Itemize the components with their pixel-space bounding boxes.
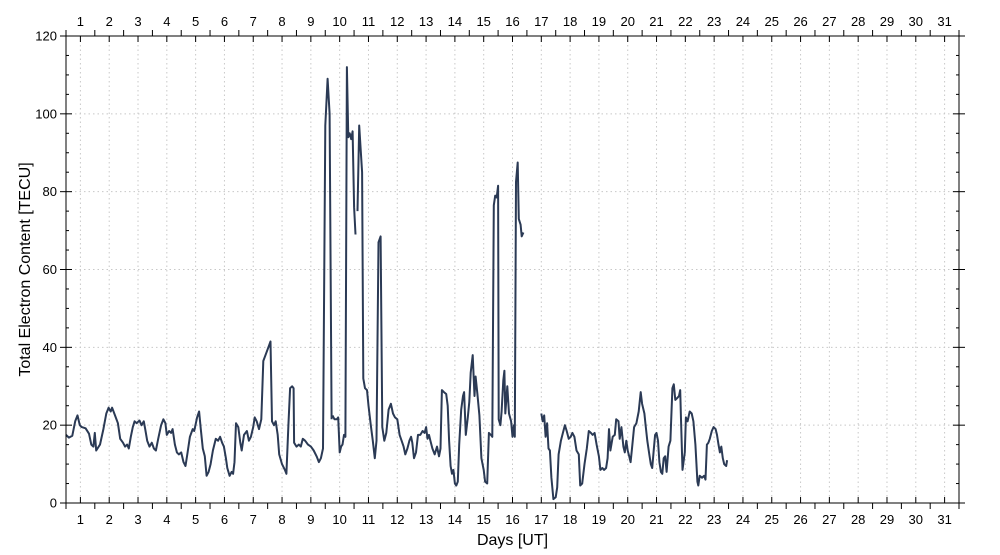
x-tick-label-bottom: 16 — [505, 512, 519, 527]
x-tick-label-bottom: 31 — [937, 512, 951, 527]
x-tick-label-top: 7 — [250, 14, 257, 29]
x-tick-label-bottom: 21 — [649, 512, 663, 527]
x-tick-label-bottom: 23 — [707, 512, 721, 527]
tec-line-segment — [540, 383, 729, 501]
x-tick-label-top: 21 — [649, 14, 663, 29]
x-tick-label-bottom: 24 — [736, 512, 750, 527]
x-tick-label-bottom: 6 — [221, 512, 228, 527]
x-tick-label-bottom: 15 — [476, 512, 490, 527]
x-tick-label-bottom: 7 — [250, 512, 257, 527]
x-tick-label-bottom: 25 — [765, 512, 779, 527]
x-tick-label-bottom: 28 — [851, 512, 865, 527]
y-tick-label: 20 — [43, 418, 57, 433]
y-tick-label: 100 — [35, 106, 57, 121]
x-tick-label-top: 17 — [534, 14, 548, 29]
x-tick-label-top: 6 — [221, 14, 228, 29]
x-tick-label-bottom: 9 — [307, 512, 314, 527]
x-tick-label-top: 10 — [332, 14, 346, 29]
x-tick-label-top: 22 — [678, 14, 692, 29]
x-tick-label-bottom: 27 — [822, 512, 836, 527]
x-tick-label-top: 28 — [851, 14, 865, 29]
y-tick-label: 0 — [50, 496, 57, 511]
x-tick-label-top: 11 — [362, 14, 376, 29]
x-tick-label-top: 16 — [505, 14, 519, 29]
x-tick-label-top: 4 — [163, 14, 170, 29]
x-tick-label-bottom: 11 — [362, 512, 376, 527]
x-tick-label-bottom: 3 — [134, 512, 141, 527]
x-tick-label-top: 15 — [476, 14, 490, 29]
tec-line-segment — [331, 66, 357, 454]
x-tick-label-top: 20 — [620, 14, 634, 29]
x-tick-label-bottom: 18 — [563, 512, 577, 527]
y-tick-label: 120 — [35, 29, 57, 44]
tick-labels: 1122334455667788991010111112121313141415… — [35, 14, 952, 527]
series-tec — [65, 66, 729, 501]
x-tick-label-top: 13 — [419, 14, 433, 29]
x-tick-label-top: 18 — [563, 14, 577, 29]
x-tick-label-top: 27 — [822, 14, 836, 29]
x-tick-label-bottom: 20 — [620, 512, 634, 527]
x-tick-label-bottom: 19 — [592, 512, 606, 527]
x-tick-label-top: 9 — [307, 14, 314, 29]
x-tick-label-bottom: 8 — [278, 512, 285, 527]
x-tick-label-top: 25 — [765, 14, 779, 29]
tec-line-segment — [65, 77, 333, 477]
x-tick-label-top: 8 — [278, 14, 285, 29]
x-tick-label-bottom: 13 — [419, 512, 433, 527]
y-axis-title: Total Electron Content [TECU] — [17, 162, 34, 376]
x-tick-label-bottom: 12 — [390, 512, 404, 527]
y-tick-label: 80 — [43, 184, 57, 199]
x-tick-label-top: 12 — [390, 14, 404, 29]
y-tick-label: 60 — [43, 262, 57, 277]
x-tick-label-bottom: 29 — [880, 512, 894, 527]
x-tick-label-top: 29 — [880, 14, 894, 29]
x-tick-label-top: 3 — [134, 14, 141, 29]
x-tick-label-bottom: 22 — [678, 512, 692, 527]
x-tick-label-top: 23 — [707, 14, 721, 29]
x-tick-label-bottom: 2 — [106, 512, 113, 527]
x-tick-label-bottom: 4 — [163, 512, 170, 527]
x-tick-label-bottom: 26 — [793, 512, 807, 527]
x-tick-label-bottom: 1 — [77, 512, 84, 527]
x-tick-label-top: 14 — [448, 14, 462, 29]
x-tick-label-bottom: 17 — [534, 512, 548, 527]
tec-line-segment — [356, 124, 525, 487]
x-tick-label-bottom: 14 — [448, 512, 462, 527]
x-axis-title: Days [UT] — [477, 532, 548, 549]
x-tick-label-top: 2 — [106, 14, 113, 29]
x-tick-label-top: 19 — [592, 14, 606, 29]
x-tick-label-top: 31 — [937, 14, 951, 29]
y-tick-label: 40 — [43, 340, 57, 355]
x-tick-label-bottom: 30 — [909, 512, 923, 527]
grid — [66, 36, 959, 503]
axis-ticks — [60, 30, 965, 509]
x-tick-label-top: 26 — [793, 14, 807, 29]
x-tick-label-bottom: 5 — [192, 512, 199, 527]
x-tick-label-top: 24 — [736, 14, 750, 29]
x-tick-label-top: 1 — [77, 14, 84, 29]
x-tick-label-top: 30 — [909, 14, 923, 29]
x-tick-label-bottom: 10 — [332, 512, 346, 527]
x-tick-label-top: 5 — [192, 14, 199, 29]
